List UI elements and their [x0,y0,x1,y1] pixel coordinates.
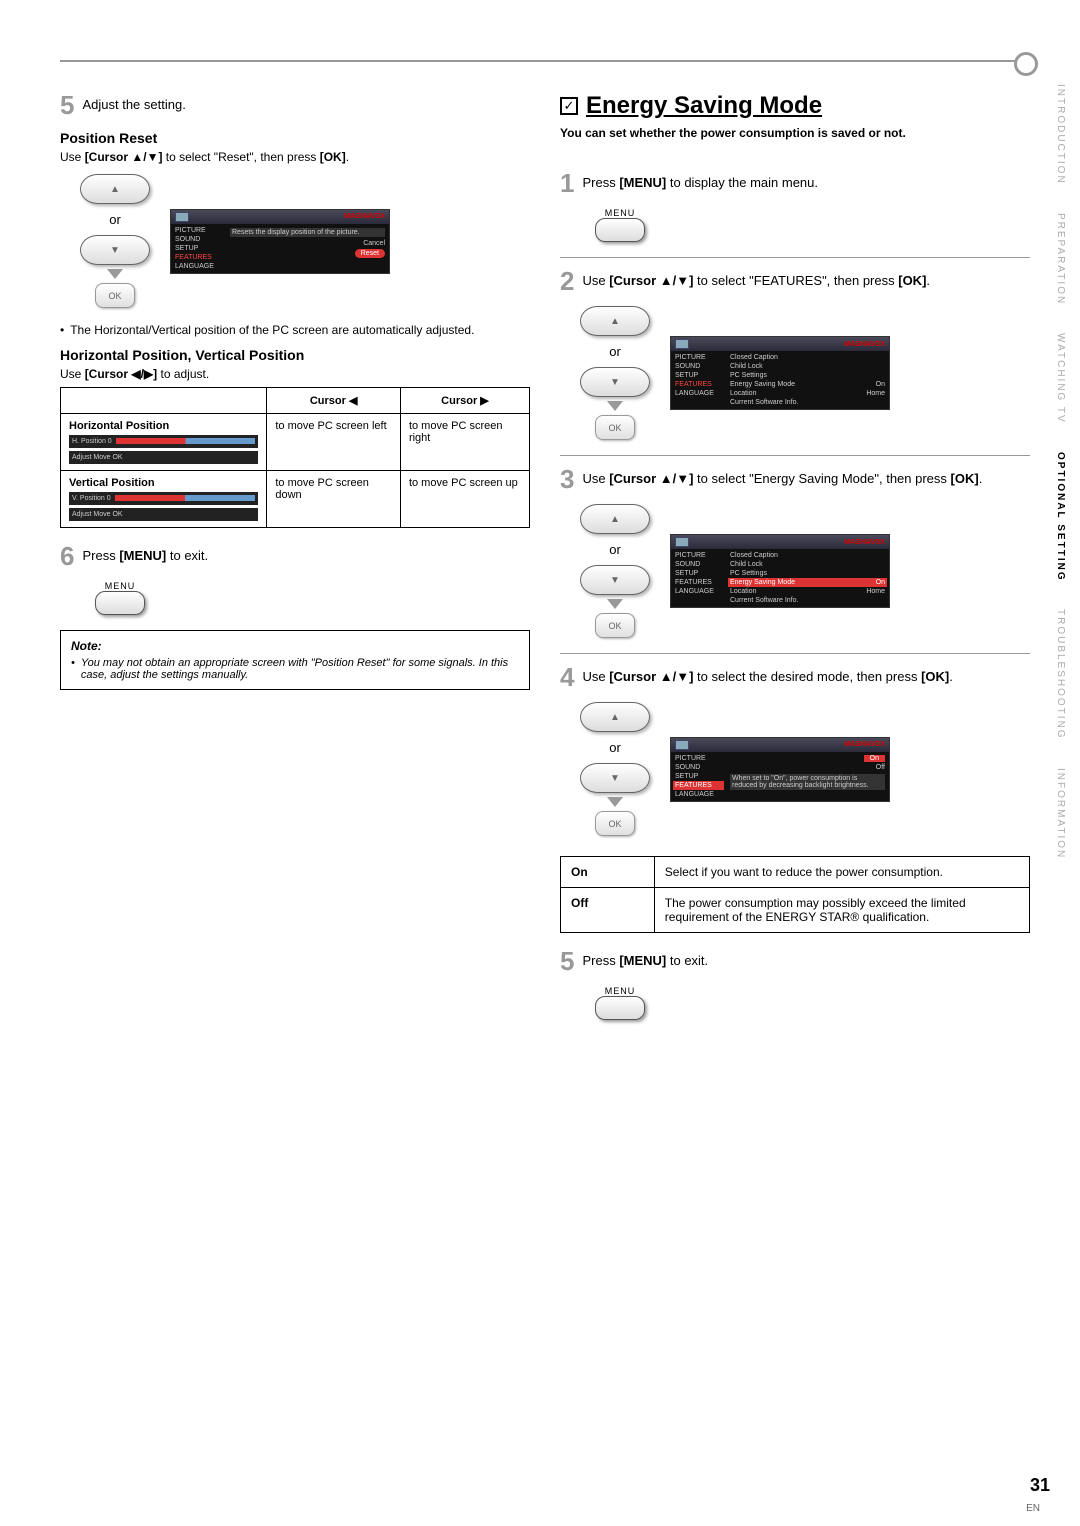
tv-icon [175,212,189,222]
step-number: 5 [560,948,574,974]
cursor-up-button[interactable]: ▲ [580,306,650,336]
cursor-down-button[interactable]: ▼ [580,565,650,595]
remote-menu-cluster-1: ▲ or ▼ OK MAGNAVOX PICTURE SOUND SETUP F… [80,174,530,308]
table-row: Horizontal Position H. Position 0 Adjust… [61,413,530,470]
cursor-up-button[interactable]: ▲ [580,702,650,732]
divider [560,455,1030,456]
menu-main: Resets the display position of the pictu… [226,224,389,273]
position-reset-instruction: Use [Cursor ▲/▼] to select "Reset", then… [60,150,530,164]
cursor-up-button[interactable]: ▲ [580,504,650,534]
h-position-slider: H. Position 0 [69,435,258,448]
step-number: 3 [560,466,574,492]
remote-control-graphic: ▲ or ▼ OK [580,702,650,836]
onscreen-menu-features: MAGNAVOX PICTURE SOUND SETUP FEATURES LA… [670,336,890,410]
arrow-down-icon [107,269,123,279]
tv-icon [675,740,689,750]
menu-description: Resets the display position of the pictu… [230,228,385,237]
bullet-auto-adjust: • The Horizontal/Vertical position of th… [60,323,530,339]
position-reset-heading: Position Reset [60,130,530,146]
table-row: Vertical Position V. Position 0 Adjust M… [61,470,530,527]
title-row: ✓ Energy Saving Mode [560,92,1030,120]
arrow-down-icon [607,599,623,609]
onscreen-menu-esm: MAGNAVOX PICTURE SOUND SETUP FEATURES LA… [670,534,890,608]
cursor-down-button[interactable]: ▼ [580,367,650,397]
step-number: 6 [60,543,74,569]
on-off-table: On Select if you want to reduce the powe… [560,856,1030,933]
tab-preparation[interactable]: PREPARATION [1051,199,1070,319]
menu-button-graphic: MENU [90,581,150,615]
tv-icon [675,537,689,547]
remote-menu-cluster-3: ▲ or ▼ OK MAGNAVOX PICTURE SOUND SETUP F… [580,504,1030,638]
page-title: Energy Saving Mode [586,92,822,120]
step-5: 5 Adjust the setting. [60,92,530,118]
left-column: 5 Adjust the setting. Position Reset Use… [60,92,530,1035]
step-3: 3 Use [Cursor ▲/▼] to select "Energy Sav… [560,466,1030,492]
divider [560,653,1030,654]
right-column: ✓ Energy Saving Mode You can set whether… [560,92,1030,1035]
ok-button[interactable]: OK [595,415,635,440]
v-position-slider: V. Position 0 [69,492,258,505]
tv-icon [675,339,689,349]
ok-button[interactable]: OK [595,613,635,638]
step-1: 1 Press [MENU] to display the main menu. [560,170,1030,196]
tab-introduction[interactable]: INTRODUCTION [1051,70,1070,199]
ok-button[interactable]: OK [595,811,635,836]
or-label: or [109,212,121,227]
onscreen-menu-reset: MAGNAVOX PICTURE SOUND SETUP FEATURES LA… [170,209,390,274]
hv-instruction: Use [Cursor ◀/▶] to adjust. [60,367,530,381]
step-text: Press [MENU] to exit. [82,543,208,565]
menu-sidebar: PICTURE SOUND SETUP FEATURES LANGUAGE [171,224,226,273]
remote-menu-cluster-2: ▲ or ▼ OK MAGNAVOX PICTURE SOUND SETUP F… [580,306,1030,440]
menu-button[interactable] [595,996,645,1020]
col-cursor-right: Cursor ▶ [400,387,529,413]
ok-button[interactable]: OK [95,283,135,308]
onscreen-menu-mode: MAGNAVOX PICTURE SOUND SETUP FEATURES LA… [670,737,890,802]
page-subtitle: You can set whether the power consumptio… [560,126,1030,140]
tab-troubleshooting[interactable]: TROUBLESHOOTING [1051,595,1070,754]
remote-control-graphic: ▲ or ▼ OK [580,306,650,440]
cursor-up-button[interactable]: ▲ [80,174,150,204]
menu-button-graphic: MENU [590,208,650,242]
menu-button[interactable] [595,218,645,242]
tab-information[interactable]: INFORMATION [1051,754,1070,873]
remote-control-graphic: ▲ or ▼ OK [580,504,650,638]
hv-position-heading: Horizontal Position, Vertical Position [60,347,530,363]
table-row: Off The power consumption may possibly e… [561,888,1030,933]
note-heading: Note: [71,639,519,653]
header-rule [60,60,1030,62]
step-number: 5 [60,92,74,118]
divider [560,257,1030,258]
arrow-down-icon [607,797,623,807]
step-number: 4 [560,664,574,690]
cursor-down-button[interactable]: ▼ [80,235,150,265]
position-table: Cursor ◀ Cursor ▶ Horizontal Position H.… [60,387,530,528]
tab-watching-tv[interactable]: WATCHING TV [1051,319,1070,438]
step-number: 2 [560,268,574,294]
checkbox-icon: ✓ [560,97,578,115]
step-text: Adjust the setting. [82,92,185,114]
step-4: 4 Use [Cursor ▲/▼] to select the desired… [560,664,1030,690]
menu-button-graphic: MENU [590,986,650,1020]
tab-optional-setting[interactable]: OPTIONAL SETTING [1051,438,1070,596]
step-2: 2 Use [Cursor ▲/▼] to select "FEATURES",… [560,268,1030,294]
note-box: Note: •You may not obtain an appropriate… [60,630,530,690]
arrow-down-icon [607,401,623,411]
step-5-right: 5 Press [MENU] to exit. [560,948,1030,974]
table-row: On Select if you want to reduce the powe… [561,857,1030,888]
brand-label: MAGNAVOX [344,213,385,220]
remote-menu-cluster-4: ▲ or ▼ OK MAGNAVOX PICTURE SOUND SETUP F… [580,702,1030,836]
step-6: 6 Press [MENU] to exit. [60,543,530,569]
step-number: 1 [560,170,574,196]
remote-control-graphic: ▲ or ▼ OK [80,174,150,308]
side-tabs: INTRODUCTION PREPARATION WATCHING TV OPT… [1051,70,1070,873]
language-label: EN [1026,1503,1040,1514]
reset-pill: Reset [355,249,385,258]
cursor-down-button[interactable]: ▼ [580,763,650,793]
page-number: 31 [1030,1475,1050,1496]
col-cursor-left: Cursor ◀ [267,387,401,413]
menu-button[interactable] [95,591,145,615]
